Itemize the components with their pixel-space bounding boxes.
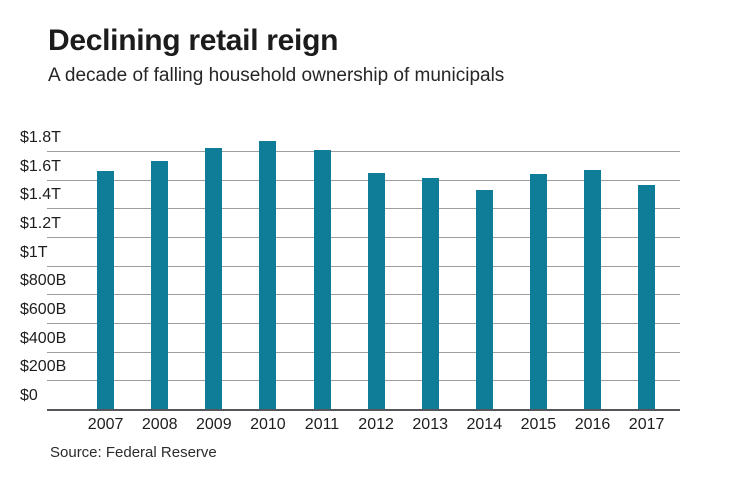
bar-2012 xyxy=(367,172,385,409)
x-axis-year-label: 2007 xyxy=(87,416,124,433)
x-axis-year-label: 2013 xyxy=(412,416,448,433)
bar-2009 xyxy=(205,148,223,409)
gridline xyxy=(47,179,680,181)
gridline xyxy=(47,380,680,382)
source-note: Source: Federal Reserve xyxy=(50,444,217,461)
gridline xyxy=(47,151,680,152)
x-axis-year-label: 2017 xyxy=(628,416,665,433)
y-axis-tick-label: $200B xyxy=(20,358,67,376)
bar-2011 xyxy=(313,149,331,409)
bar-2015 xyxy=(529,173,547,409)
gridline xyxy=(47,294,680,296)
y-axis-tick-label: $0 xyxy=(20,387,38,404)
y-axis-tick-label: $600B xyxy=(20,301,67,318)
x-axis-year-label: 2011 xyxy=(304,416,340,433)
gridline xyxy=(47,323,680,324)
chart-subtitle: A decade of falling household ownership … xyxy=(48,65,505,86)
x-axis-year-label: 2010 xyxy=(250,416,286,433)
bar-2017 xyxy=(638,185,656,409)
y-axis-tick-label: $800B xyxy=(20,272,67,290)
y-axis-tick-label: $1.8T xyxy=(20,129,61,146)
gridline xyxy=(47,208,680,210)
bar-2013 xyxy=(421,178,439,409)
x-axis-year-label: 2016 xyxy=(574,416,611,433)
x-axis-year-label: 2009 xyxy=(196,416,232,433)
y-axis-tick-label: $1.2T xyxy=(20,215,61,232)
y-axis-tick-label: $1T xyxy=(20,243,48,261)
y-axis-tick-label: $1.6T xyxy=(20,157,61,175)
gridline xyxy=(47,265,680,267)
x-axis-year-label: 2014 xyxy=(466,416,503,433)
x-axis-line xyxy=(47,409,680,411)
y-axis-tick-label: $1.4T xyxy=(20,186,61,204)
bar-2010 xyxy=(259,140,277,409)
bar-2008 xyxy=(151,161,169,409)
gridline xyxy=(47,351,680,353)
gridline xyxy=(47,237,680,238)
chart-title: Declining retail reign xyxy=(48,24,339,57)
bar-2014 xyxy=(475,189,493,409)
x-axis-year-label: 2012 xyxy=(358,416,394,433)
bar-2016 xyxy=(584,169,601,409)
x-axis-year-label: 2015 xyxy=(520,416,557,433)
bar-2007 xyxy=(97,171,115,409)
x-axis-year-label: 2008 xyxy=(141,416,178,433)
y-axis-tick-label: $400B xyxy=(20,329,67,347)
